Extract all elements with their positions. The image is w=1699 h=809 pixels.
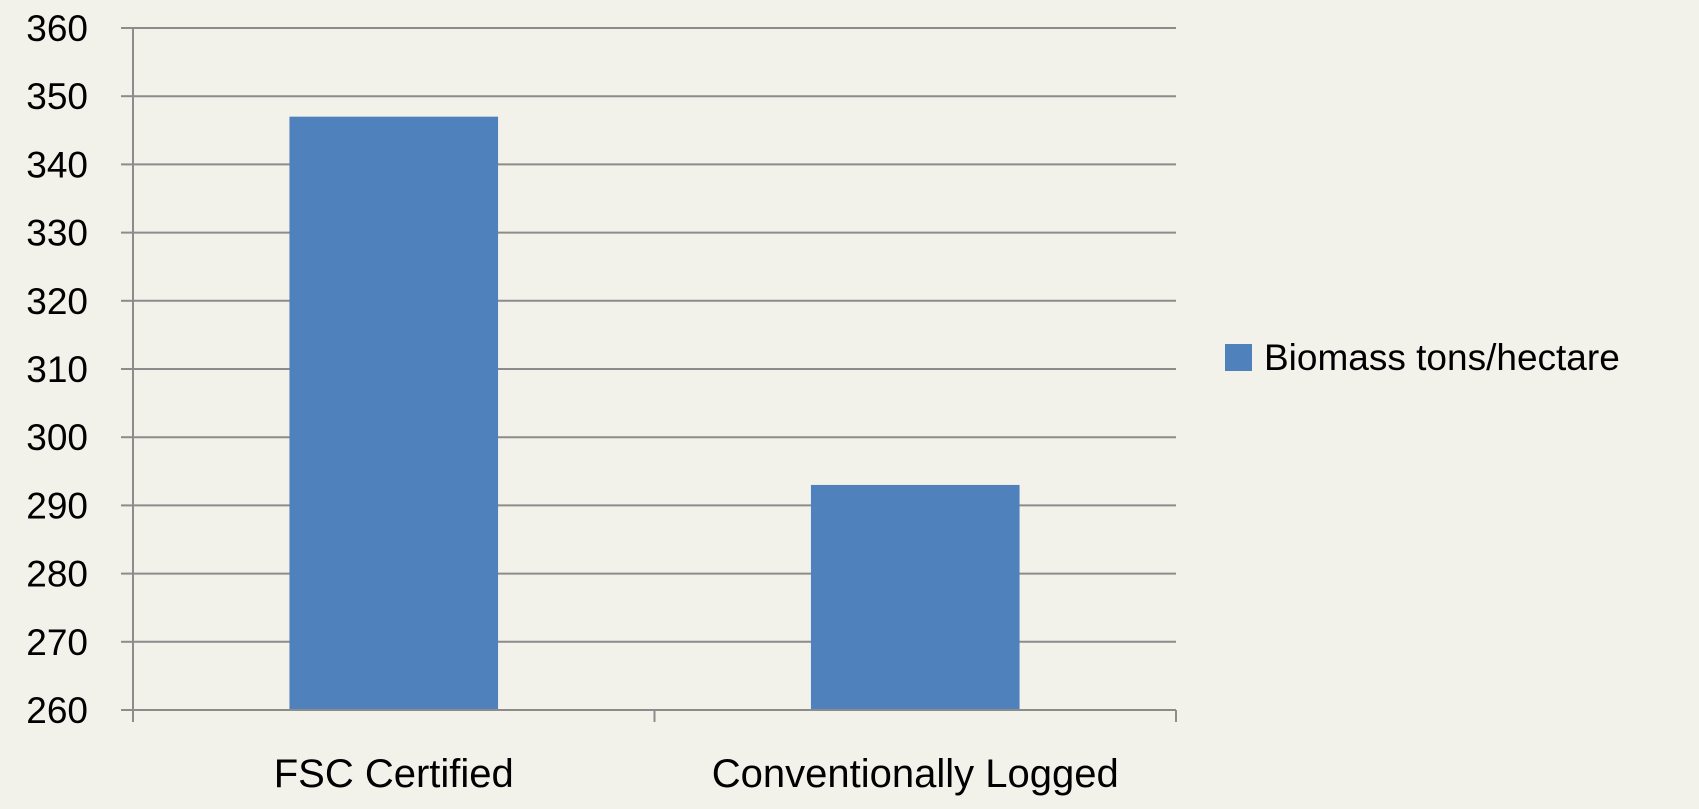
- axes: [121, 27, 1177, 722]
- y-tick-label: 290: [26, 485, 88, 526]
- bars: [289, 116, 1020, 710]
- legend: Biomass tons/hectare: [1225, 337, 1620, 378]
- x-category-label: FSC Certified: [274, 752, 514, 796]
- legend-swatch: [1225, 344, 1252, 371]
- y-tick-label: 270: [26, 622, 88, 663]
- y-tick-label: 310: [26, 349, 88, 390]
- y-tick-label: 350: [26, 76, 88, 117]
- y-tick-label: 360: [26, 8, 88, 49]
- y-tick-label: 300: [26, 417, 88, 458]
- bar-conventionally-logged: [810, 484, 1020, 710]
- y-tick-label: 330: [26, 213, 88, 254]
- bar-fsc-certified: [289, 116, 499, 710]
- legend-label: Biomass tons/hectare: [1264, 337, 1620, 378]
- x-category-labels: FSC Certified Conventionally Logged: [274, 752, 1119, 796]
- y-tick-label: 260: [26, 690, 88, 731]
- y-tick-label: 320: [26, 281, 88, 322]
- y-tick-label: 280: [26, 554, 88, 595]
- y-tick-labels: 260 270 280 290 300 310 320 330 340 350 360: [26, 8, 88, 731]
- y-tick-label: 340: [26, 144, 88, 185]
- x-category-label: Conventionally Logged: [712, 752, 1119, 796]
